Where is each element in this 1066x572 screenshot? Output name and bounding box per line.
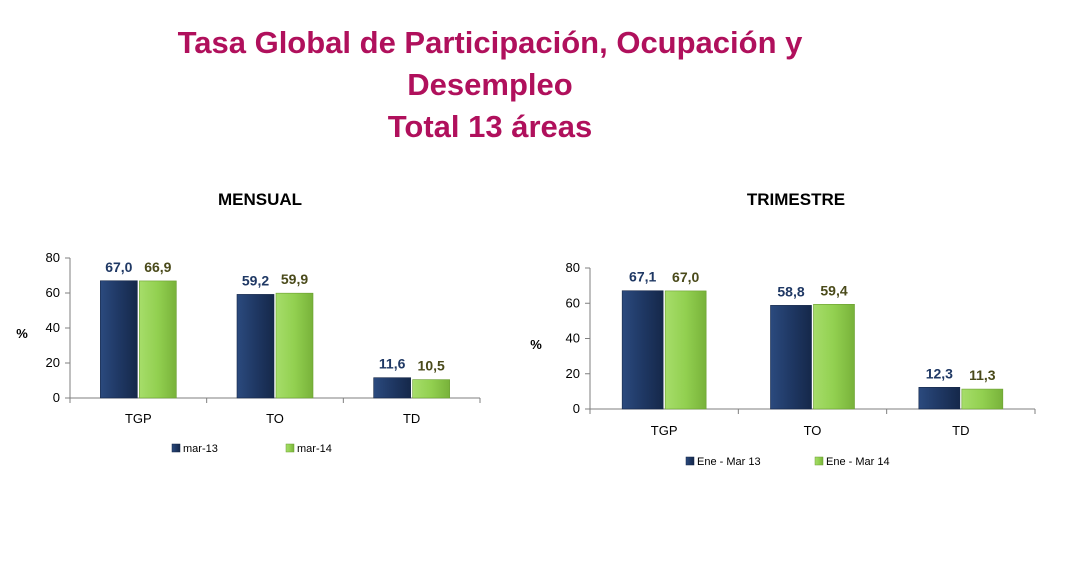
- bar-1: [770, 305, 812, 410]
- y-tick-label: 20: [46, 355, 60, 370]
- legend-swatch: [685, 456, 695, 466]
- bar-1: [621, 290, 664, 410]
- legend-swatch: [171, 443, 181, 453]
- legend-label: mar-14: [297, 443, 332, 455]
- page-title-line-1: Tasa Global de Participación, Ocupación …: [177, 25, 803, 60]
- data-label: 11,6: [379, 356, 406, 372]
- y-tick-label: 40: [46, 320, 60, 335]
- y-tick-label: 80: [46, 250, 60, 265]
- page-title-line-2: Desempleo: [407, 67, 573, 102]
- y-tick-label: 20: [566, 366, 580, 381]
- data-label: 11,3: [969, 367, 996, 383]
- chart-1: MENSUAL% 0 20 40 60 80 TGP 67,0 66,9 TO 59,2 59,9 TD…: [16, 190, 481, 455]
- bar-1: [373, 377, 411, 399]
- category-label: TGP: [125, 411, 152, 426]
- category-label: TD: [952, 423, 969, 438]
- y-tick-label: 0: [53, 390, 60, 405]
- data-label: 59,2: [242, 272, 269, 288]
- y-tick-label: 60: [566, 295, 580, 310]
- data-label: 66,9: [144, 259, 171, 275]
- page-title-line-3: Total 13 áreas: [387, 109, 593, 144]
- y-tick-label: 40: [566, 331, 580, 346]
- y-tick-label: 60: [46, 285, 60, 300]
- legend-label: mar-13: [183, 443, 218, 455]
- legend-swatch: [814, 456, 824, 466]
- bar-2: [412, 379, 450, 399]
- bar-2: [961, 388, 1004, 410]
- legend-label: Ene - Mar 13: [697, 456, 761, 468]
- bar-2: [813, 304, 855, 410]
- chart-2: TRIMESTRE% 0 20 40 60 80 TGP 67,1 67,0 TO 58,8 59,4…: [530, 190, 1036, 468]
- data-label: 59,9: [281, 271, 308, 287]
- chart-title: MENSUAL: [218, 190, 302, 209]
- data-label: 67,1: [629, 269, 656, 285]
- data-label: 10,5: [418, 358, 445, 374]
- bar-1: [918, 387, 961, 410]
- bar-1: [100, 280, 138, 399]
- y-axis-label: %: [16, 326, 28, 341]
- page-title: Tasa Global de Participación, Ocupación …: [140, 22, 840, 148]
- bar-1: [236, 294, 275, 399]
- category-label: TGP: [651, 423, 678, 438]
- y-axis-label: %: [530, 337, 542, 352]
- data-label: 58,8: [777, 283, 804, 299]
- bar-2: [664, 290, 707, 410]
- category-label: TO: [804, 423, 822, 438]
- legend-label: Ene - Mar 14: [826, 456, 890, 468]
- data-label: 67,0: [105, 259, 132, 275]
- y-tick-label: 0: [573, 401, 580, 416]
- category-label: TO: [266, 411, 284, 426]
- bar-2: [139, 280, 177, 399]
- chart-title: TRIMESTRE: [747, 190, 845, 209]
- category-label: TD: [403, 411, 420, 426]
- data-label: 12,3: [926, 365, 953, 381]
- data-label: 67,0: [672, 269, 699, 285]
- bar-2: [275, 292, 314, 399]
- data-label: 59,4: [820, 282, 847, 298]
- y-tick-label: 80: [566, 260, 580, 275]
- legend-swatch: [285, 443, 295, 453]
